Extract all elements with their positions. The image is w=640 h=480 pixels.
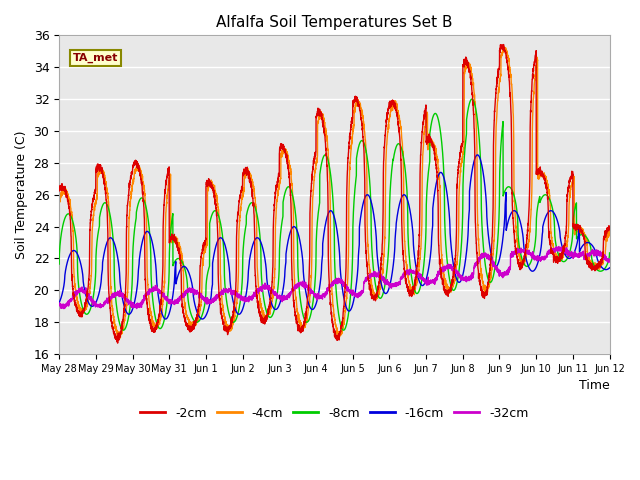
Title: Alfalfa Soil Temperatures Set B: Alfalfa Soil Temperatures Set B: [216, 15, 452, 30]
Legend: -2cm, -4cm, -8cm, -16cm, -32cm: -2cm, -4cm, -8cm, -16cm, -32cm: [135, 402, 534, 425]
Text: TA_met: TA_met: [73, 53, 118, 63]
Y-axis label: Soil Temperature (C): Soil Temperature (C): [15, 131, 28, 259]
X-axis label: Time: Time: [579, 379, 609, 392]
